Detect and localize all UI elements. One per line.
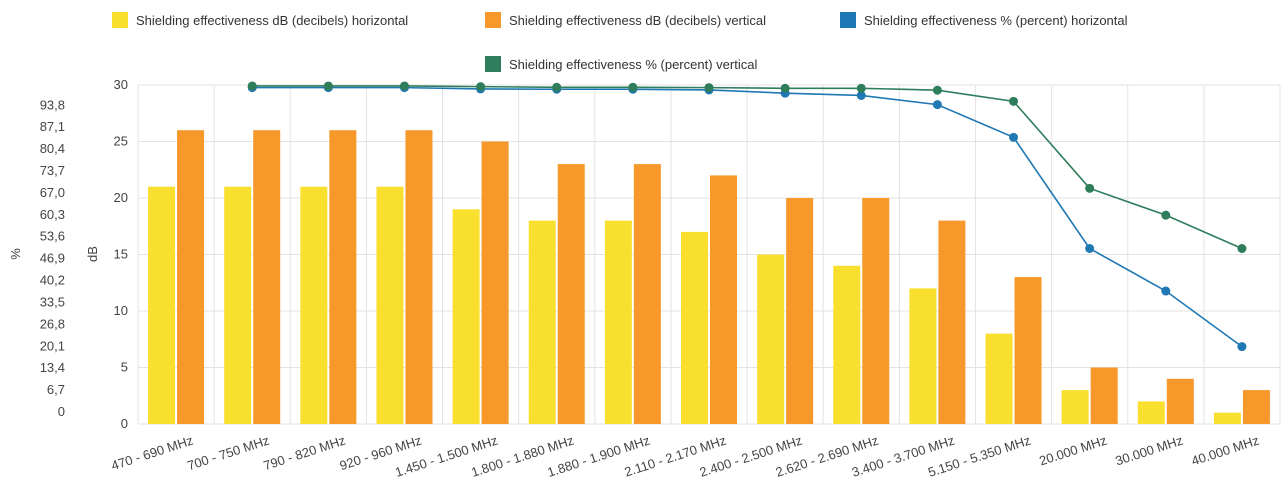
x-tick-label: 700 - 750 MHz — [185, 433, 271, 474]
y-percent-tick-label: 46,9 — [40, 251, 65, 266]
point-percent-vertical — [247, 81, 257, 91]
bar-vertical — [938, 220, 966, 424]
legend: Shielding effectiveness dB (decibels) ho… — [112, 12, 1128, 72]
point-percent-horizontal — [1237, 342, 1247, 352]
point-percent-vertical — [1161, 210, 1171, 220]
lines — [247, 81, 1247, 352]
point-percent-horizontal — [932, 100, 942, 110]
legend-label-2: Shielding effectiveness dB (decibels) ve… — [509, 13, 766, 28]
y-percent-tick-label: 40,2 — [40, 273, 65, 288]
legend-swatch-2 — [485, 12, 501, 28]
bar-horizontal — [1137, 401, 1165, 424]
legend-label-3: Shielding effectiveness % (percent) hori… — [864, 13, 1128, 28]
y-percent-tick-label: 13,4 — [40, 360, 65, 375]
y-db-tick-label: 15 — [114, 247, 128, 262]
bar-horizontal — [1061, 390, 1089, 424]
axes: 30 25 20 15 10 5 0 93,8 87,1 80,4 73,7 67,0 60,3 53,6… — [8, 77, 128, 431]
bar-horizontal — [681, 231, 708, 424]
point-percent-vertical — [780, 83, 790, 93]
bar-vertical — [405, 130, 433, 424]
bar-horizontal — [833, 265, 861, 424]
bar-horizontal — [985, 333, 1013, 424]
point-percent-vertical — [856, 83, 866, 93]
y-percent-tick-label: 93,8 — [40, 97, 65, 112]
y-percent-tick-label: 60,3 — [40, 207, 65, 222]
y-percent-tick-label: 73,7 — [40, 163, 65, 178]
x-tick-label: 470 - 690 MHz — [109, 433, 195, 474]
y-percent-tick-label: 80,4 — [40, 141, 65, 156]
bar-vertical — [786, 198, 814, 424]
y-percent-axis-label: % — [8, 248, 23, 260]
y-db-tick-label: 30 — [114, 77, 128, 92]
point-percent-vertical — [1237, 244, 1247, 253]
point-percent-vertical — [323, 81, 333, 91]
bar-horizontal — [528, 220, 556, 424]
y-percent-tick-label: 20,1 — [40, 338, 65, 353]
bar-vertical — [329, 130, 357, 424]
legend-swatch-3 — [840, 12, 856, 28]
y-db-tick-label: 5 — [121, 360, 128, 375]
point-percent-vertical — [932, 85, 942, 95]
bar-vertical — [1014, 277, 1042, 424]
point-percent-vertical — [704, 83, 714, 93]
point-percent-vertical — [552, 82, 562, 92]
point-percent-vertical — [1085, 183, 1095, 193]
point-percent-vertical — [399, 81, 409, 91]
bars — [148, 130, 1270, 424]
y-percent-tick-label: 6,7 — [47, 382, 65, 397]
bar-vertical — [1166, 378, 1194, 424]
y-percent-tick-label: 67,0 — [40, 185, 65, 200]
bar-horizontal — [1213, 412, 1241, 424]
bar-vertical — [253, 130, 281, 424]
bar-horizontal — [604, 220, 632, 424]
y-percent-tick-label: 53,6 — [40, 229, 65, 244]
bar-vertical — [557, 164, 585, 424]
point-percent-vertical — [628, 82, 638, 92]
bar-horizontal — [909, 288, 937, 424]
point-percent-horizontal — [856, 90, 866, 100]
x-tick-label: 790 - 820 MHz — [262, 433, 348, 474]
point-percent-horizontal — [1161, 286, 1171, 296]
bar-vertical — [1242, 390, 1270, 424]
y-db-tick-label: 0 — [121, 416, 128, 431]
line-percent-horizontal — [252, 86, 1243, 348]
bar-vertical — [633, 164, 661, 424]
y-db-tick-label: 10 — [114, 303, 128, 318]
bar-vertical — [1090, 367, 1118, 424]
y-db-axis-label: dB — [85, 246, 100, 262]
bar-vertical — [481, 141, 509, 424]
bar-vertical — [710, 175, 737, 424]
bar-vertical — [177, 130, 205, 424]
y-percent-tick-label: 26,8 — [40, 316, 65, 331]
point-percent-horizontal — [1009, 132, 1019, 142]
line-percent-vertical — [252, 85, 1243, 250]
x-tick-label: 30.000 MHz — [1113, 433, 1184, 469]
bar-horizontal — [376, 186, 404, 424]
bar-horizontal — [452, 209, 480, 424]
x-tick-label: 20.000 MHz — [1037, 433, 1108, 469]
bar-horizontal — [148, 186, 176, 424]
point-percent-horizontal — [1085, 244, 1095, 253]
y-percent-tick-label: 0 — [58, 404, 65, 419]
legend-swatch-4 — [485, 56, 501, 72]
bar-vertical — [862, 198, 890, 424]
y-db-tick-label: 25 — [114, 134, 128, 149]
point-percent-vertical — [476, 82, 486, 92]
point-percent-vertical — [1009, 96, 1019, 106]
y-db-tick-label: 20 — [114, 190, 128, 205]
bar-horizontal — [300, 186, 328, 424]
x-tick-label: 40.000 MHz — [1190, 433, 1261, 469]
bar-horizontal — [757, 254, 785, 424]
legend-swatch-1 — [112, 12, 128, 28]
y-percent-tick-label: 87,1 — [40, 119, 65, 134]
y-percent-tick-label: 33,5 — [40, 294, 65, 309]
legend-label-4: Shielding effectiveness % (percent) vert… — [509, 57, 757, 72]
bar-horizontal — [224, 186, 252, 424]
legend-label-1: Shielding effectiveness dB (decibels) ho… — [136, 13, 408, 28]
